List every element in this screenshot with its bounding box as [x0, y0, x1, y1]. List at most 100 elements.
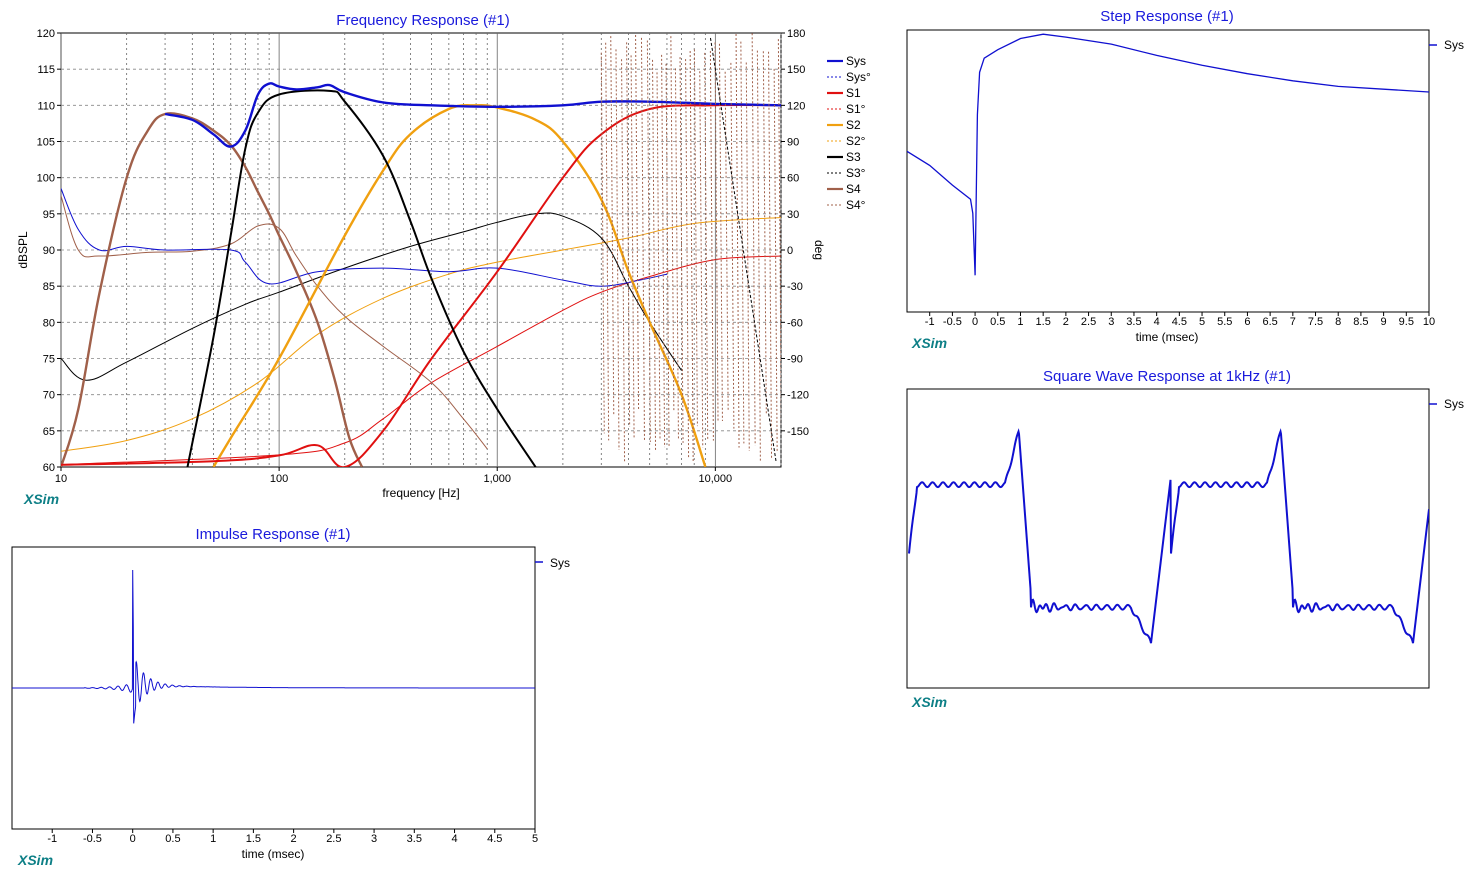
step-x-tick-label: 8: [1335, 316, 1341, 328]
step-plot-area: [906, 29, 1430, 313]
freq-y-tick-label: 100: [37, 173, 55, 185]
step-x-tick-label: 10: [1423, 316, 1435, 328]
step-x-tick-label: 5.5: [1217, 316, 1232, 328]
freq-x-tick-label: 10: [55, 473, 67, 485]
step-x-tick-label: 7.5: [1308, 316, 1323, 328]
freq-x-tick-label: 1,000: [483, 473, 511, 485]
impulse-x-tick-label: 4: [451, 833, 457, 845]
freq-y-tick-label: 80: [43, 317, 55, 329]
frequency-response-panel: Frequency Response (#1) 10 100 1,000 10,000…: [16, 12, 871, 507]
square-plot-area: [906, 388, 1430, 689]
freq-y-tick-label: 105: [37, 137, 55, 149]
phase-wrap-line: [615, 49, 620, 450]
step-x-tick-label: 5: [1199, 316, 1205, 328]
step-x-tick-label: -0.5: [943, 316, 962, 328]
impulse-x-tick-label: 0.5: [165, 833, 180, 845]
series-s2-line: [61, 217, 781, 452]
phase-wrap-line: [679, 57, 684, 443]
brand-logo-square: XSim: [911, 694, 947, 710]
phase-wrap-line: [704, 52, 709, 441]
step-legend-label: Sys: [1444, 38, 1464, 52]
freq-y-tick-label: 115: [37, 64, 55, 76]
impulse-ticks: -1 -0.5 0 0.5 1 1.5 2 2.5 3 3.5 4 4.5 5: [47, 829, 538, 845]
square-legend: Sys: [1429, 397, 1464, 411]
freq-y2-tick-label: 150: [787, 64, 805, 76]
step-x-tick-label: 9: [1381, 316, 1387, 328]
impulse-title: Impulse Response (#1): [195, 526, 350, 543]
phase-wrap-line: [714, 42, 719, 423]
brand-logo-freq: XSim: [23, 491, 59, 507]
series-sys-line: [61, 188, 668, 287]
step-x-tick-label: 3.5: [1126, 316, 1141, 328]
legend-label-s4: S4: [846, 182, 861, 196]
impulse-x-tick-label: 0: [130, 833, 136, 845]
freq-y2-tick-label: -150: [787, 426, 809, 438]
phase-wrap-line: [652, 59, 657, 451]
impulse-series-line: [12, 569, 535, 724]
step-x-tick-label: 2.5: [1081, 316, 1096, 328]
step-x-tick-label: -1: [925, 316, 935, 328]
freq-y2-tick-label: -60: [787, 317, 803, 329]
freq-legend: Sys Sys° S1 S1° S2 S2° S3 S3° S4 S4°: [827, 54, 871, 212]
freq-y2-axis-label: deg: [812, 240, 826, 260]
legend-label-s2: S2°: [846, 134, 866, 148]
legend-label-s4: S4°: [846, 198, 866, 212]
step-title: Step Response (#1): [1100, 8, 1233, 25]
impulse-x-tick-label: 1.5: [246, 833, 261, 845]
brand-logo-step: XSim: [911, 335, 947, 351]
step-response-panel: Step Response (#1) -1 -0.5 0 0.5 1 1.5 2 2.5 3 3.…: [906, 8, 1464, 351]
impulse-response-panel: Impulse Response (#1) -1 -0.5 0 0.5 1 1.5 2 2.5…: [11, 526, 570, 868]
impulse-x-tick-label: -0.5: [83, 833, 102, 845]
square-wave-panel: Square Wave Response at 1kHz (#1) Sys XS…: [906, 368, 1464, 710]
phase-wrap-line: [730, 62, 735, 429]
freq-y2-tick-label: 90: [787, 137, 799, 149]
series-s4-line: [61, 195, 488, 450]
phase-wrap-line: [621, 59, 626, 463]
freq-y2-tick-label: -90: [787, 354, 803, 366]
phase-wrap-line: [646, 40, 651, 442]
series-s3-line: [186, 89, 537, 467]
step-legend: Sys: [1429, 38, 1464, 52]
step-x-tick-label: 4: [1154, 316, 1160, 328]
phase-wrap-line: [745, 62, 750, 452]
impulse-x-tick-label: 5: [532, 833, 538, 845]
freq-y2-tick-label: 60: [787, 173, 799, 185]
phase-wrap-line: [685, 59, 690, 459]
phase-wrap-line: [735, 33, 740, 448]
impulse-x-tick-label: 1: [210, 833, 216, 845]
phase-wrap-line: [762, 51, 767, 415]
phase-wrap-line: [674, 68, 679, 439]
phase-wrap-line: [718, 43, 723, 422]
step-series-group: [907, 33, 1429, 276]
phase-wrap-line: [610, 36, 615, 415]
square-legend-label: Sys: [1444, 397, 1464, 411]
freq-y2-tick-label: -120: [787, 390, 809, 402]
freq-y-tick-label: 90: [43, 245, 55, 257]
step-x-tick-label: 3: [1108, 316, 1114, 328]
phase-wrap-line: [635, 34, 640, 411]
freq-y2-tick-label: 0: [787, 245, 793, 257]
freq-y2-tick-label: 180: [787, 28, 805, 40]
step-series-line: [907, 33, 1429, 276]
series-s2-line: [212, 103, 707, 467]
step-x-tick-label: 8.5: [1353, 316, 1368, 328]
step-x-axis-label: time (msec): [1136, 330, 1199, 344]
phase-wrap-line: [751, 33, 756, 446]
step-x-tick-label: 0.5: [990, 316, 1005, 328]
phase-wrap-group: [600, 33, 781, 463]
impulse-x-tick-label: 4.5: [487, 833, 502, 845]
freq-y-tick-label: 95: [43, 209, 55, 221]
square-series-line: [908, 428, 1429, 644]
freq-y-axis-label: dBSPL: [16, 231, 30, 269]
freq-y-tick-label: 120: [37, 28, 55, 40]
impulse-x-tick-label: 3: [371, 833, 377, 845]
phase-wrap-line: [756, 50, 761, 462]
phase-wrap-line: [724, 71, 729, 412]
step-x-tick-label: 0: [972, 316, 978, 328]
freq-title: Frequency Response (#1): [336, 12, 509, 29]
legend-label-sys: Sys°: [846, 70, 871, 84]
impulse-series-group: [12, 569, 535, 724]
freq-y-tick-label: 110: [37, 100, 55, 112]
